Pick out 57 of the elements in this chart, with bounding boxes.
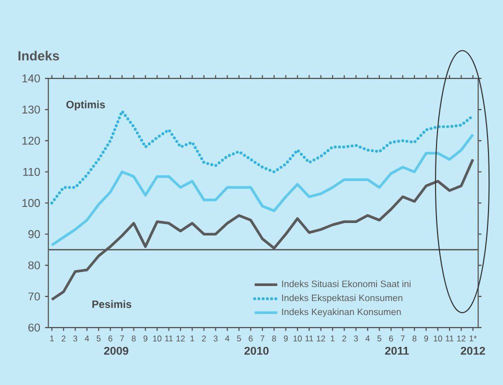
x-tick-label: 7 [120,335,124,342]
x-tick-label: 1 [190,335,194,342]
y-tick-label: 120 [22,136,40,145]
x-tick-label: 10 [293,335,302,342]
y-tick-label: 60 [28,324,40,332]
x-tick-label: 4 [84,335,90,342]
y-tick-label: 100 [22,198,40,207]
x-tick-label: 6 [248,335,253,342]
x-tick-label: 11 [165,335,173,342]
x-tick-label: 12 [176,335,185,342]
y-tick-label: 110 [23,168,40,176]
annotation: Optimis [66,100,105,110]
x-tick-label: 11 [305,335,314,342]
x-tick-label: 7 [400,335,405,342]
y-tick-label: 90 [28,230,40,238]
x-tick-label: 6 [389,335,394,342]
x-tick-label: 12 [316,335,326,342]
y-axis-title: Indeks [18,50,60,60]
x-tick-label: 3 [354,335,358,342]
y-tick-label: 80 [28,261,40,270]
x-tick-label: 2 [62,335,66,342]
x-tick-label: 1* [470,335,477,342]
x-tick-label: 3 [73,335,78,342]
x-tick-label: 5 [96,335,101,342]
x-tick-label: 9 [144,335,148,342]
x-tick-label: 8 [412,335,416,342]
x-tick-label: 12 [457,335,466,342]
annotation: Pesimis [92,300,132,308]
x-tick-label: 5 [237,335,241,342]
x-tick-label: 5 [377,335,382,342]
x-tick-label: 2 [342,335,346,342]
y-tick-label: 140 [22,74,40,82]
legend-label: Indeks Situasi Ekonomi Saat ini [282,280,410,288]
x-tick-label: 4 [225,335,230,342]
x-tick-label: 10 [153,335,162,342]
x-tick-label: 8 [132,335,136,342]
x-tick-label: 9 [284,335,288,342]
text: 2009 [104,346,128,355]
x-tick-label: 4 [366,335,370,342]
x-tick-label: 2 [202,335,206,342]
legend-label: Indeks Keyakinan Konsumen [282,308,401,317]
text: 2010 [244,346,269,355]
legend-label: Indeks Ekspektasi Konsumen [282,294,402,303]
y-tick-label: 70 [28,292,40,300]
y-tick-label: 130 [22,106,40,114]
x-tick-label: 11 [446,335,454,342]
line-series [50,158,474,301]
x-tick-label: 1 [50,335,54,342]
x-tick-label: 9 [424,335,428,342]
x-tick-label: 6 [108,335,112,342]
x-tick-label: 10 [434,335,442,342]
x-tick-label: 1 [330,335,334,342]
x-tick-label: 8 [272,335,276,342]
x-tick-label: 7 [260,335,264,342]
text: 2012 [460,346,485,355]
x-tick-label: 3 [214,335,218,342]
text: 2011 [385,346,409,355]
